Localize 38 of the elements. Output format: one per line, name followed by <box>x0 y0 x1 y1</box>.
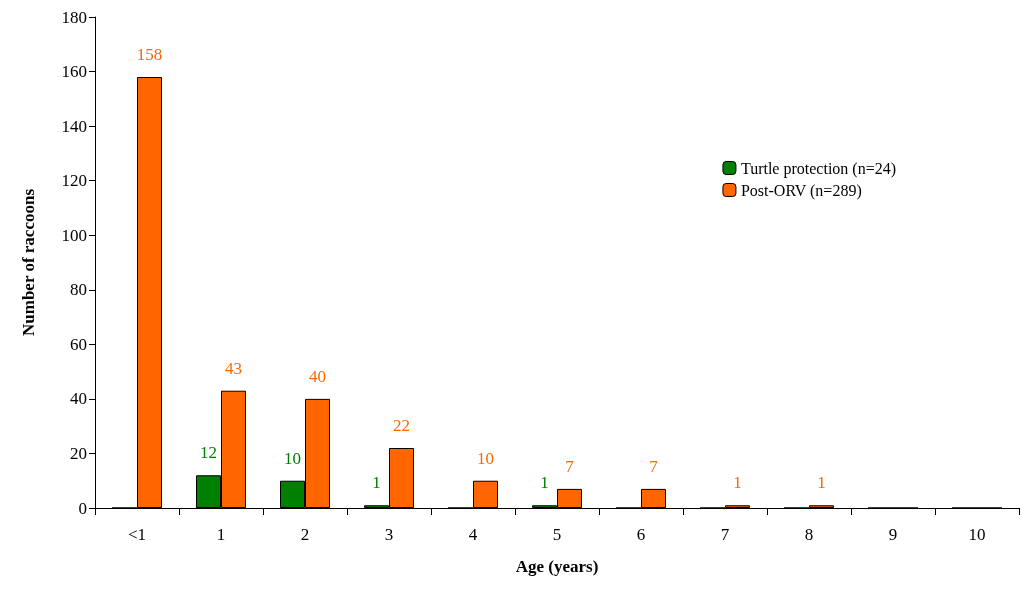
data-label: 7 <box>565 456 575 476</box>
x-tick-label: 10 <box>968 525 986 544</box>
y-tick-label: 80 <box>70 280 87 300</box>
data-label: 1 <box>817 473 826 493</box>
data-label: 40 <box>309 366 326 386</box>
x-tick-label: 6 <box>636 525 646 544</box>
data-label: 43 <box>225 358 242 378</box>
data-label: 22 <box>393 415 410 435</box>
data-label: 1 <box>733 473 742 493</box>
x-tick-label: 2 <box>300 525 310 544</box>
y-tick-label: 60 <box>70 334 87 354</box>
x-tick-label: 3 <box>384 525 394 544</box>
x-tick-label: 7 <box>720 525 730 544</box>
data-label: 12 <box>200 443 217 463</box>
y-tick-label: 0 <box>78 498 87 518</box>
data-label: 1 <box>372 473 381 493</box>
y-axis-title: Number of raccoons <box>19 188 38 336</box>
data-label: 158 <box>136 45 163 65</box>
legend-label: Post-ORV (n=289) <box>740 181 862 200</box>
x-axis-title: Age (years) <box>515 557 599 576</box>
x-tick-label: 9 <box>888 525 898 544</box>
data-label: 10 <box>477 448 494 468</box>
x-tick-label: 8 <box>804 525 814 544</box>
x-tick-label: <1 <box>127 525 147 544</box>
y-tick-label: 160 <box>61 62 87 82</box>
y-tick-label: 120 <box>61 171 87 191</box>
y-tick-label: 20 <box>70 443 87 463</box>
data-label: 10 <box>284 448 301 468</box>
legend-label: Turtle protection (n=24) <box>740 159 896 178</box>
data-label: 1 <box>540 473 549 493</box>
y-tick-label: 180 <box>61 7 87 27</box>
y-tick-label: 40 <box>70 389 87 409</box>
y-tick-label: 140 <box>61 116 87 136</box>
x-tick-label: 1 <box>216 525 226 544</box>
y-tick-label: 100 <box>61 225 87 245</box>
x-tick-label: 5 <box>552 525 562 544</box>
x-tick-label: 4 <box>468 525 478 544</box>
data-label: 7 <box>649 456 659 476</box>
